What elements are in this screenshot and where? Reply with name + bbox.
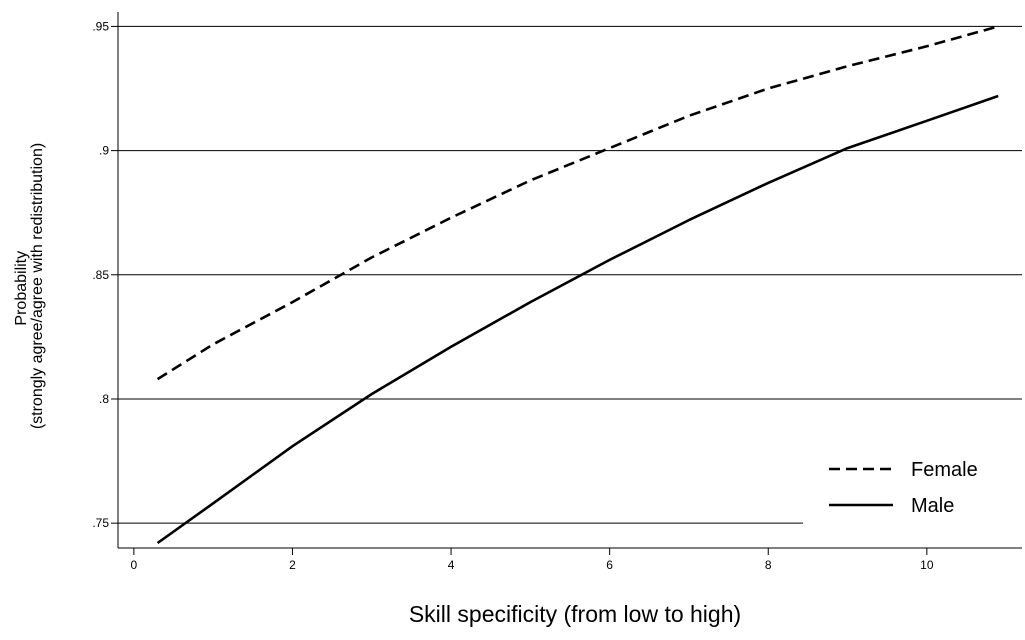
y-axis-title: Probability (strongly agree/agree with r… [13, 143, 46, 429]
y-axis-title-line-1: Probability [13, 251, 30, 326]
legend-label-male: Male [911, 495, 954, 517]
gridlines [118, 25, 1022, 524]
legend: Female Male [829, 459, 978, 517]
x-tick-label: 0 [131, 558, 138, 572]
series-line-male [156, 94, 999, 545]
x-axis-title: Skill specificity (from low to high) [409, 601, 741, 627]
x-tick-label: 2 [289, 558, 296, 572]
x-tick-label: 4 [448, 558, 455, 572]
y-tick-label: .8 [99, 392, 109, 406]
series-lines [156, 25, 999, 545]
axes: .75 .8 .85 .9 .95 0 2 4 6 8 10 [92, 12, 1022, 572]
x-tick-label: 8 [765, 558, 772, 572]
y-tick-label: .95 [92, 19, 109, 33]
y-axis-title-line-2: (strongly agree/agree with redistributio… [29, 143, 46, 429]
y-tick-label: .9 [99, 144, 109, 158]
x-tick-label: 6 [606, 558, 613, 572]
series-line-female [156, 25, 999, 381]
legend-label-female: Female [911, 459, 978, 481]
y-tick-label: .85 [92, 268, 109, 282]
x-tick-label: 10 [920, 558, 934, 572]
y-tick-label: .75 [92, 516, 109, 530]
